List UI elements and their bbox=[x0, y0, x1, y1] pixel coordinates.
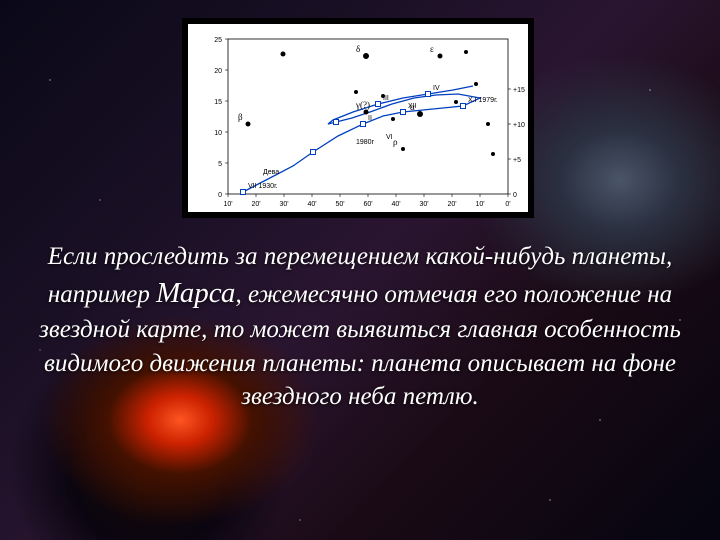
chart-frame: 0 5 10 15 20 25 0 +5 +10 +15 10' 20' 30' 40' 50' 60' 4… bbox=[182, 18, 534, 218]
svg-text:0': 0' bbox=[505, 201, 510, 208]
svg-text:20: 20 bbox=[214, 68, 222, 75]
svg-text:10': 10' bbox=[223, 201, 232, 208]
svg-text:15: 15 bbox=[214, 99, 222, 106]
svg-text:20': 20' bbox=[251, 201, 260, 208]
svg-text:ρ: ρ bbox=[393, 137, 398, 147]
svg-text:γ(?): γ(?) bbox=[355, 100, 370, 110]
svg-text:50': 50' bbox=[335, 201, 344, 208]
svg-text:30': 30' bbox=[419, 201, 428, 208]
extra-labels: Дева 1980г VI bbox=[263, 134, 393, 176]
svg-text:20': 20' bbox=[447, 201, 456, 208]
svg-text:40': 40' bbox=[391, 201, 400, 208]
svg-text:β: β bbox=[238, 112, 243, 122]
svg-text:II: II bbox=[368, 115, 372, 122]
mars-path-chart: 0 5 10 15 20 25 0 +5 +10 +15 10' 20' 30' 40' 50' 60' 4… bbox=[188, 24, 528, 212]
svg-text:IV: IV bbox=[433, 85, 440, 92]
caption-mars: Марса bbox=[156, 277, 235, 309]
svg-text:10': 10' bbox=[475, 201, 484, 208]
svg-text:0: 0 bbox=[513, 192, 517, 199]
svg-text:III: III bbox=[383, 95, 389, 102]
svg-text:30': 30' bbox=[279, 201, 288, 208]
svg-text:VI: VI bbox=[386, 134, 393, 141]
y-axis-right: 0 +5 +10 +15 bbox=[508, 87, 525, 199]
svg-text:60': 60' bbox=[363, 201, 372, 208]
svg-text:+15: +15 bbox=[513, 87, 525, 94]
slide-caption: Если проследить за перемещением какой-ни… bbox=[20, 240, 700, 414]
x-axis: 10' 20' 30' 40' 50' 60' 40' 30' 20' 10' 0' bbox=[223, 194, 510, 208]
svg-text:40': 40' bbox=[307, 201, 316, 208]
svg-text:X.I 1979г.: X.I 1979г. bbox=[468, 97, 498, 104]
svg-text:+10: +10 bbox=[513, 122, 525, 129]
y-axis-left: 0 5 10 15 20 25 bbox=[214, 37, 228, 199]
svg-text:25: 25 bbox=[214, 37, 222, 44]
svg-text:Дева: Дева bbox=[263, 169, 279, 176]
svg-text:5: 5 bbox=[218, 161, 222, 168]
svg-text:VII 1930г.: VII 1930г. bbox=[248, 183, 278, 190]
chart-inner: 0 5 10 15 20 25 0 +5 +10 +15 10' 20' 30' 40' 50' 60' 4… bbox=[188, 24, 528, 212]
svg-text:1980г: 1980г bbox=[356, 139, 375, 146]
svg-text:10: 10 bbox=[214, 130, 222, 137]
svg-text:0: 0 bbox=[218, 192, 222, 199]
svg-text:XII: XII bbox=[408, 103, 417, 110]
svg-text:ε: ε bbox=[430, 44, 434, 54]
svg-text:δ: δ bbox=[356, 44, 360, 54]
svg-text:+5: +5 bbox=[513, 157, 521, 164]
